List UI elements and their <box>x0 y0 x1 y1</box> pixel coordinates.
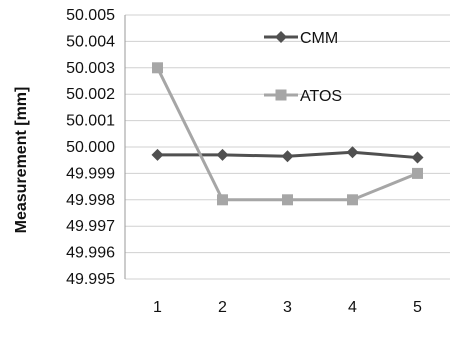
legend: CMM ATOS <box>264 30 342 105</box>
y-axis-title: Measurement [mm] <box>13 87 30 234</box>
y-tick-label: 50.005 <box>66 7 115 24</box>
data-point-cmm <box>411 151 424 164</box>
y-tick-label: 49.997 <box>66 218 115 235</box>
series-cmm <box>151 146 424 164</box>
data-point-cmm <box>216 148 229 161</box>
x-tick-label: 5 <box>413 299 422 316</box>
y-tick-label: 50.000 <box>66 139 115 156</box>
gridlines <box>125 14 450 280</box>
y-tick-label: 50.001 <box>66 113 115 130</box>
legend-marker <box>275 89 287 101</box>
y-tick-label: 50.003 <box>66 60 115 77</box>
x-tick-label: 3 <box>283 299 292 316</box>
y-tick-label: 49.995 <box>66 271 115 288</box>
y-tick-label: 49.998 <box>66 192 115 209</box>
y-tick-label: 49.999 <box>66 165 115 182</box>
series-line-atos <box>156 67 419 202</box>
y-tick-labels: 50.005 50.004 50.003 50.002 50.001 50.000 49.9… <box>66 7 115 288</box>
legend-item-atos: ATOS <box>264 88 342 105</box>
y-tick-label: 49.996 <box>66 245 115 262</box>
series-atos <box>152 62 423 206</box>
series-layer <box>151 62 424 206</box>
data-point-atos <box>217 194 228 206</box>
data-point-atos <box>152 62 163 74</box>
data-point-cmm <box>346 146 359 159</box>
x-tick-label: 1 <box>153 299 162 316</box>
y-tick-label: 50.004 <box>66 33 115 50</box>
legend-marker <box>275 31 287 43</box>
legend-item-cmm: CMM <box>264 30 338 47</box>
x-tick-label: 4 <box>348 299 357 316</box>
x-tick-labels: 1 2 3 4 5 <box>153 299 422 316</box>
legend-label: ATOS <box>300 88 342 105</box>
x-tick-label: 2 <box>218 299 227 316</box>
legend-label: CMM <box>300 30 338 47</box>
data-point-atos <box>282 194 293 206</box>
data-point-cmm <box>151 148 164 161</box>
data-point-atos <box>347 194 358 206</box>
data-point-atos <box>412 167 423 179</box>
y-tick-label: 50.002 <box>66 86 115 103</box>
data-point-cmm <box>281 150 294 163</box>
